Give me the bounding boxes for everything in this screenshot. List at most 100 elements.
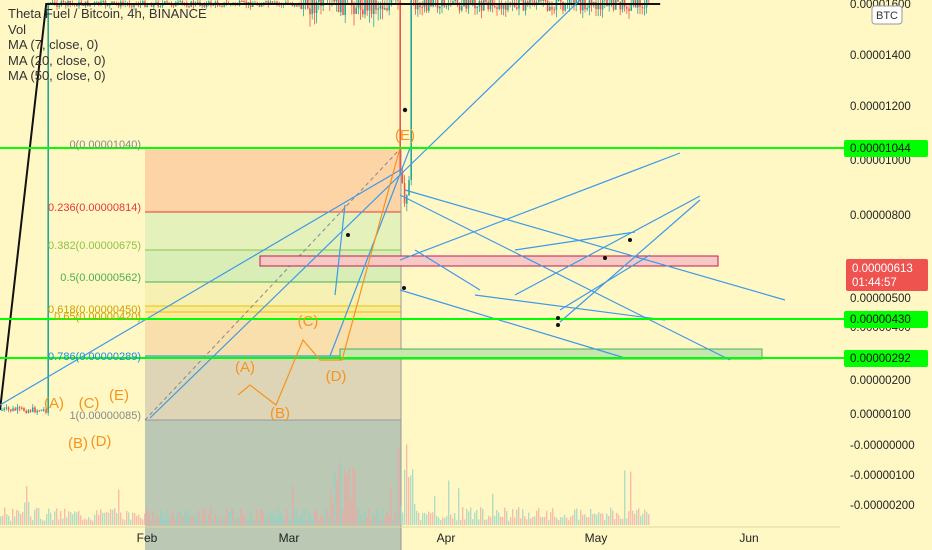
volume-bar [442,517,444,525]
volume-bar [178,511,180,525]
volume-bar [356,509,358,525]
volume-bars [0,444,650,525]
volume-bar [292,485,294,525]
wave-label: (A) [44,395,64,412]
fib-label: 0.236(0.00000814) [48,202,141,214]
volume-bar [220,518,222,525]
volume-bar [452,518,454,525]
volume-bar [424,512,426,525]
volume-bar [308,511,310,525]
volume-bar [132,512,134,525]
volume-bar [126,510,128,525]
candle [630,0,632,12]
wave-labels: (A) (B) (C) (D) (E) (A) (B) (C) (D) (E) [44,127,415,452]
volume-bar [188,509,190,525]
volume-bar [38,508,40,525]
volume-bar [574,509,576,525]
volume-bar [474,512,476,525]
volume-bar [184,510,186,525]
volume-bar [270,509,272,525]
fib-label: 1(0.00000085) [69,410,141,422]
volume-bar [238,517,240,525]
volume-bar [244,515,246,525]
volume-bar [294,508,296,525]
volume-bar [108,512,110,525]
volume-bar [240,508,242,525]
volume-bar [66,517,68,525]
candle [315,0,318,24]
candle [337,0,340,13]
wave-label: (A) [235,359,255,376]
legend-ma50[interactable]: MA (50, close, 0) [8,68,106,83]
chart-legend: Theta Fuel / Bitcoin, 4h, BINANCE Vol MA… [8,6,207,84]
candle [122,0,124,7]
volume-bar [498,512,500,525]
volume-bar [72,514,74,525]
volume-bar [378,512,380,525]
candle [439,5,441,15]
volume-bar [530,518,532,525]
candle [445,4,448,9]
volume-bar [604,520,606,525]
volume-bar [80,515,82,525]
price-axis[interactable]: 0.000016000.000014000.000012000.00001000… [850,0,915,512]
candle [159,5,162,8]
time-axis[interactable]: Feb Mar Apr May Jun [137,531,759,545]
volume-bar [448,480,450,525]
volume-bar [436,516,438,525]
volume-bar [516,509,518,525]
volume-bar [2,515,4,525]
volume-bar [440,520,442,525]
volume-bar [360,513,362,525]
volume-bar [416,510,418,525]
volume-bar [638,508,640,525]
volume-bar [18,510,20,525]
candle [469,0,472,5]
volume-bar [36,507,38,525]
legend-vol[interactable]: Vol [8,21,27,37]
volume-bar [550,512,552,525]
volume-bar [116,513,118,525]
volume-bar [434,496,436,525]
volume-bar [544,517,546,525]
volume-bar [154,520,156,525]
candle [476,5,478,15]
volume-bar [232,509,234,525]
volume-bar [28,501,30,525]
volume-bar [572,515,574,525]
volume-bar [534,516,536,525]
legend-ma7[interactable]: MA (7, close, 0) [8,37,99,52]
x-tick-label: Feb [137,531,158,545]
volume-bar [46,514,48,525]
volume-bar [194,516,196,525]
volume-bar [400,505,402,525]
volume-bar [158,519,160,525]
volume-bar [560,517,562,525]
candle [491,0,494,13]
volume-bar [556,518,558,525]
volume-bar [246,519,248,525]
volume-bar [354,471,356,525]
legend-ma20[interactable]: MA (20, close, 0) [8,52,106,68]
horizontal-levels[interactable] [0,147,845,359]
candle [489,0,492,12]
candle [5,404,8,411]
candle [480,0,483,19]
candle [417,0,419,17]
volume-bar [518,507,520,525]
volume-bar [88,517,90,525]
candle [582,0,584,19]
volume-bar [200,520,202,525]
volume-bar [64,508,66,525]
volume-bar [326,509,328,525]
volume-bar [380,518,382,525]
volume-bar [302,510,304,525]
volume-bar [342,509,344,525]
volume-bar [644,509,646,525]
candle [507,0,509,13]
fib-labels: 0(0.00001040) 0.236(0.00000814) 0.382(0.00… [48,139,141,422]
candle [179,0,181,3]
volume-bar [254,520,256,525]
candle [540,0,542,5]
